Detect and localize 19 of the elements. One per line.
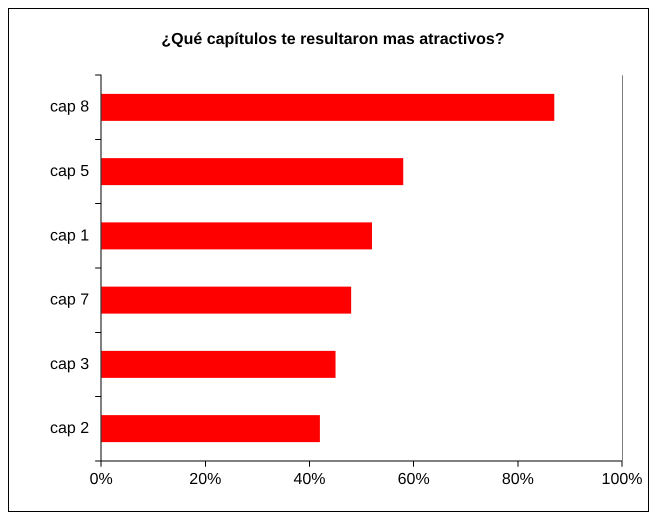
bar <box>102 94 554 121</box>
x-tick-label: 40% <box>293 470 326 488</box>
x-tick-label: 20% <box>189 470 222 488</box>
y-tick-label: cap 2 <box>50 420 90 438</box>
y-tick-label: cap 3 <box>50 356 90 373</box>
x-tick-label: 100% <box>602 470 642 488</box>
bar <box>102 415 320 442</box>
y-tick-label: cap 7 <box>50 292 90 309</box>
x-tick-label: 60% <box>398 470 430 488</box>
bar <box>102 350 336 378</box>
x-tick-label: 0% <box>90 470 113 488</box>
bar <box>102 286 352 314</box>
bar <box>102 158 404 186</box>
y-tick-label: cap 8 <box>50 98 90 116</box>
x-tick-label: 80% <box>502 470 534 488</box>
y-tick-label: cap 1 <box>50 227 90 244</box>
chart-title: ¿Qué capítulos te resultaron mas atractivos? <box>161 31 505 48</box>
bar <box>102 222 372 250</box>
y-tick-label: cap 5 <box>50 163 90 180</box>
